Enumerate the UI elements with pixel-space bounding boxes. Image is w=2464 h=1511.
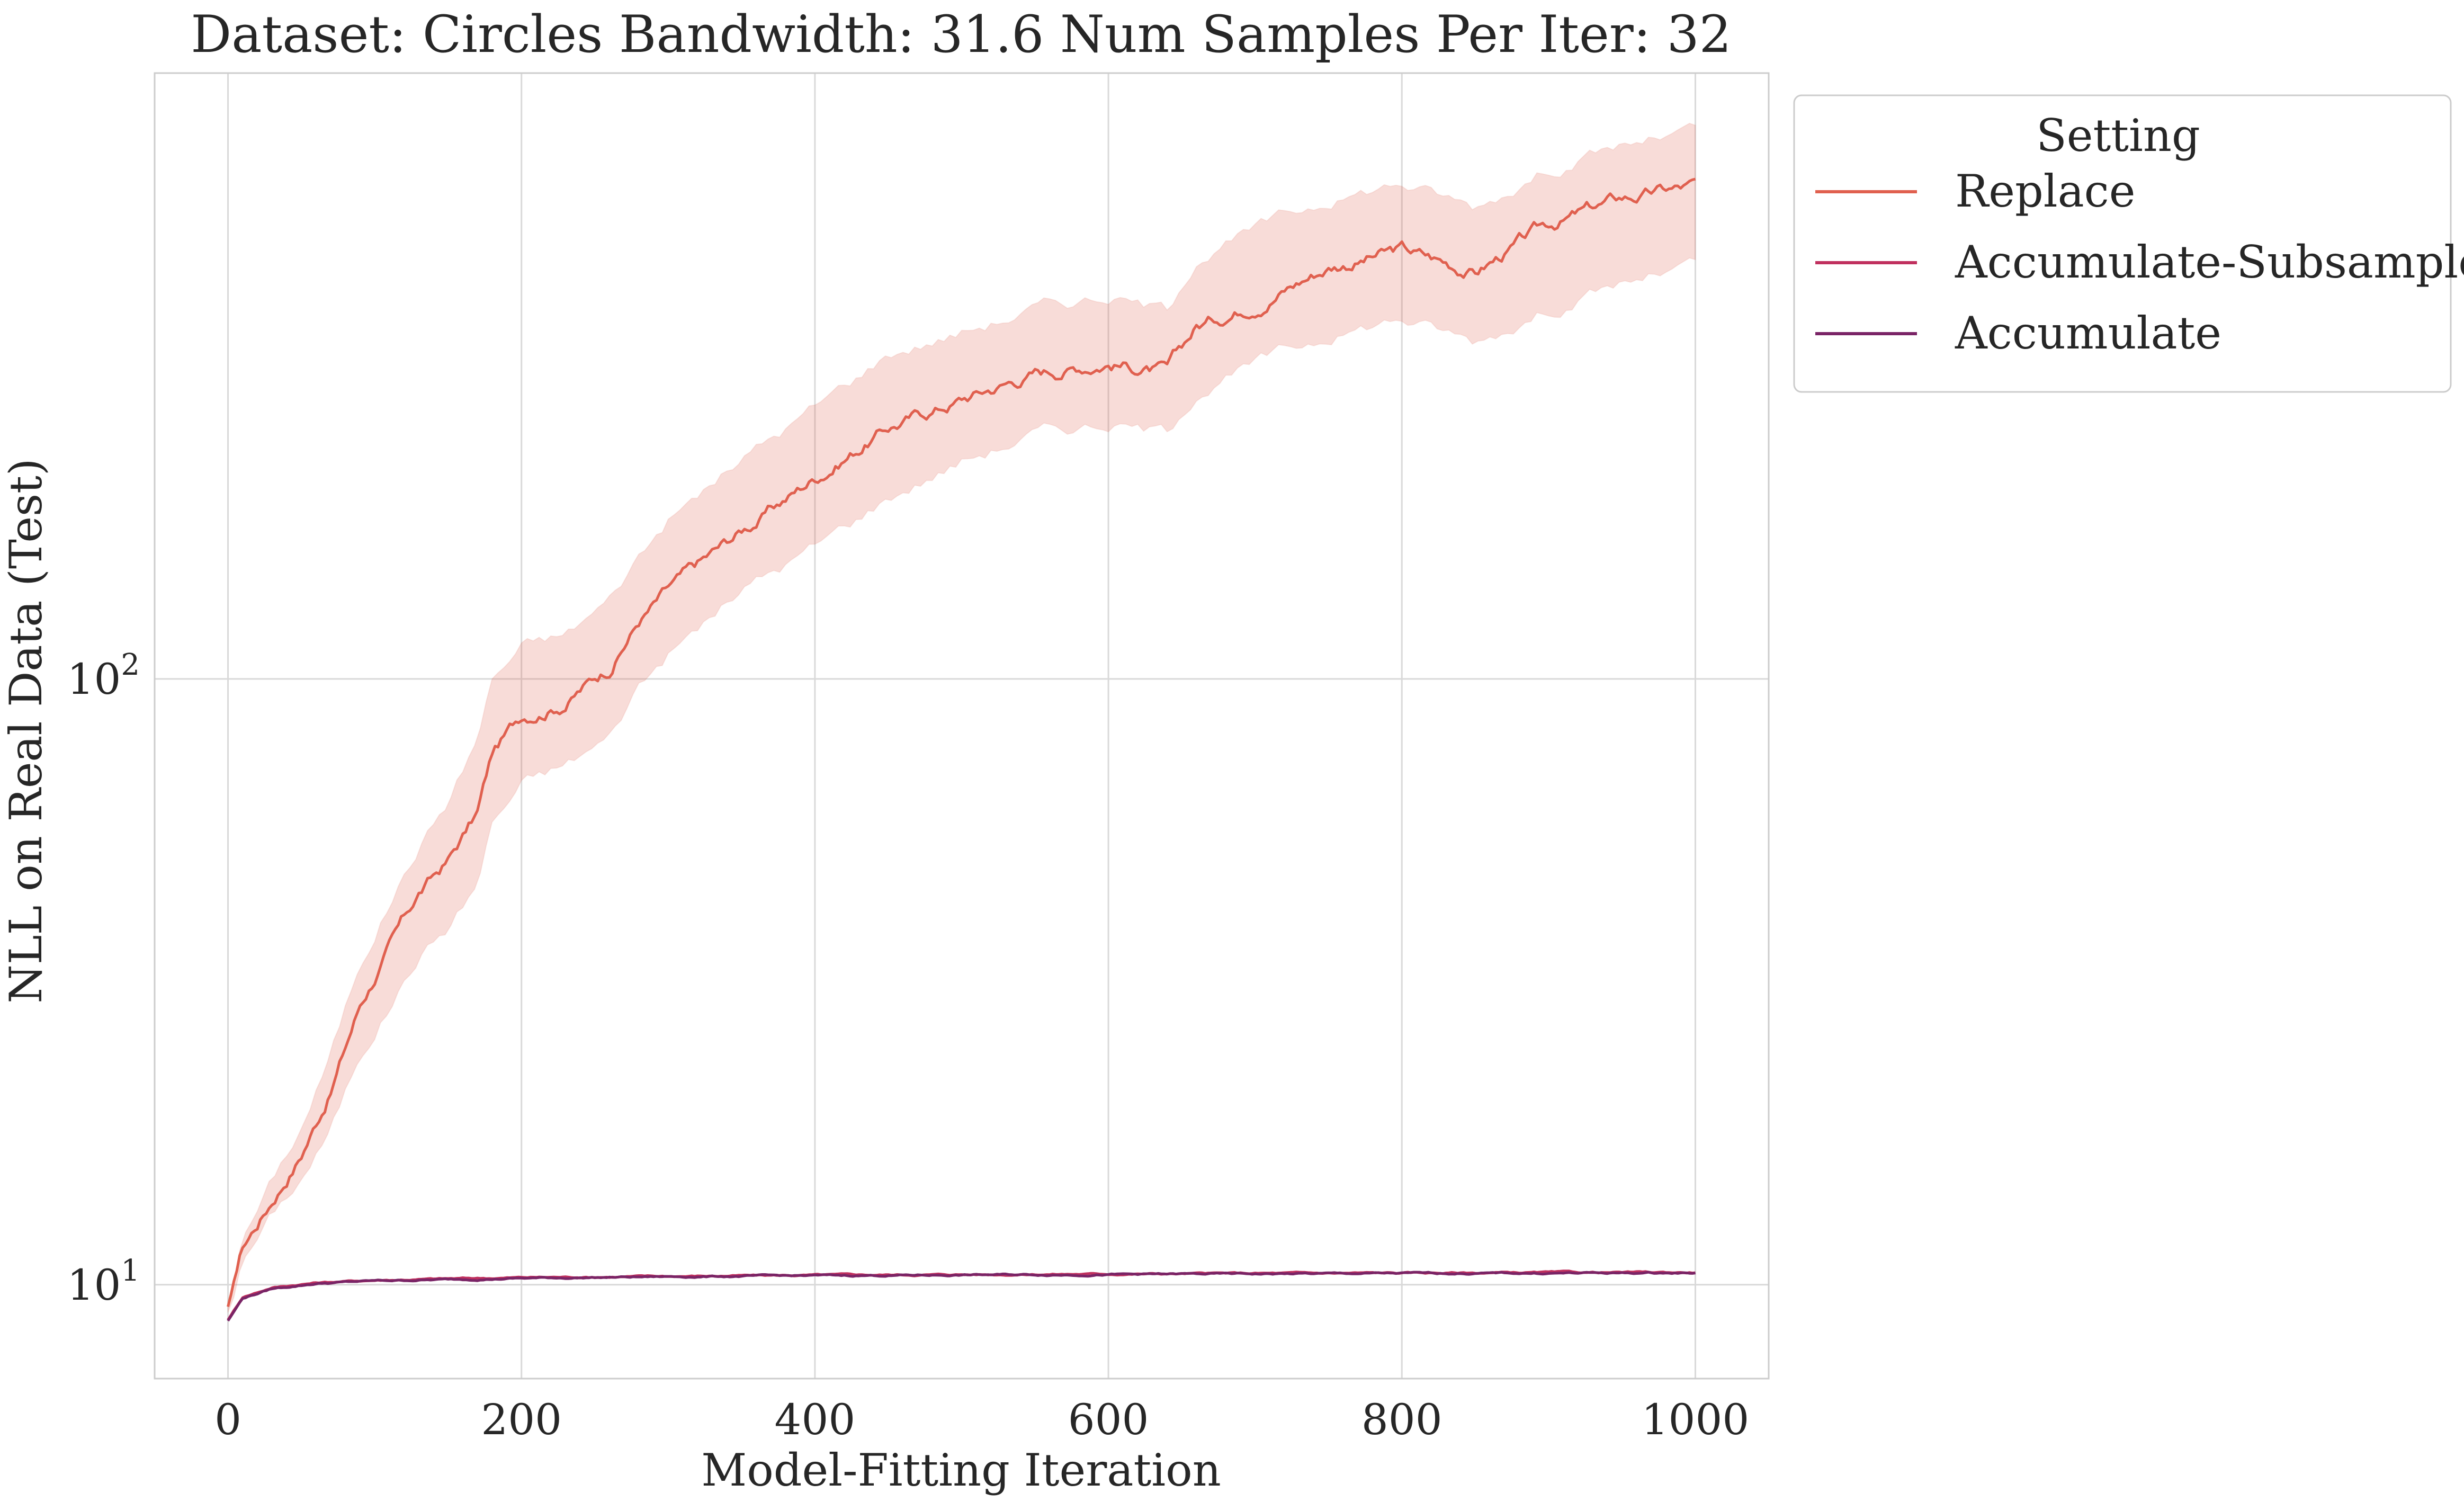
grid bbox=[155, 73, 1769, 1379]
legend-entries: Replace Accumulate-Subsample Accumulate bbox=[1815, 165, 2464, 359]
y-axis-label: NLL on Real Data (Test) bbox=[0, 458, 52, 1003]
x-tick-label: 200 bbox=[481, 1395, 562, 1444]
chart-title: Dataset: Circles Bandwidth: 31.6 Num Sam… bbox=[191, 5, 1731, 64]
x-tick-label: 400 bbox=[775, 1395, 856, 1444]
x-axis-label: Model-Fitting Iteration bbox=[701, 1444, 1221, 1496]
confidence-bands bbox=[227, 122, 1696, 1313]
series-line-replace bbox=[227, 177, 1696, 1307]
y-tick-labels: 101 102 bbox=[67, 648, 140, 1310]
y-tick-label: 101 bbox=[67, 1254, 140, 1310]
legend-entry-label: Replace bbox=[1955, 165, 2135, 217]
legend: Setting Replace Accumulate-Subsample Accum… bbox=[1793, 94, 2464, 393]
legend-box bbox=[1793, 94, 2452, 393]
confidence-band-replace bbox=[227, 122, 1696, 1313]
legend-entry-label: Accumulate-Subsample bbox=[1955, 236, 2464, 288]
x-tick-label: 0 bbox=[214, 1395, 241, 1444]
x-tick-label: 800 bbox=[1361, 1395, 1442, 1444]
legend-entry-label: Accumulate bbox=[1955, 307, 2221, 359]
x-tick-labels: 0 200 400 600 800 1000 bbox=[214, 1395, 1749, 1444]
legend-title: Setting bbox=[2036, 110, 2200, 162]
plot-frame bbox=[154, 72, 1770, 1380]
series-line-accumulate bbox=[227, 1271, 1696, 1322]
y-tick-label: 102 bbox=[67, 648, 140, 704]
series-lines bbox=[227, 177, 1696, 1322]
x-tick-label: 1000 bbox=[1642, 1395, 1750, 1444]
x-tick-label: 600 bbox=[1068, 1395, 1149, 1444]
